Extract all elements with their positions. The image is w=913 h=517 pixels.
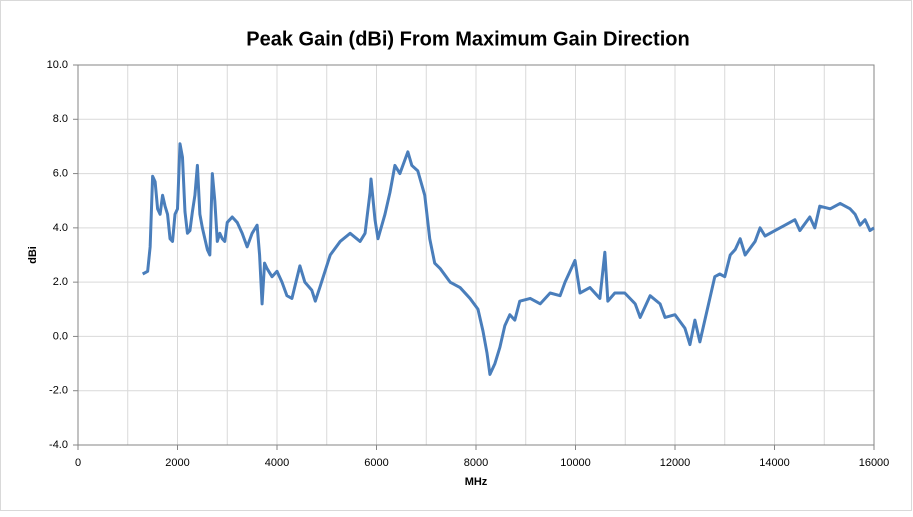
x-tick-label: 2000 [165, 457, 189, 469]
x-tick-label: 12000 [660, 457, 691, 469]
x-tick-label: 16000 [859, 457, 890, 469]
x-tick-label: 0 [75, 457, 81, 469]
data-line [141, 142, 875, 376]
x-axis-title: MHz [465, 476, 488, 488]
y-tick-label: 8.0 [53, 113, 68, 125]
x-tick-label: 8000 [464, 457, 488, 469]
y-tick-label: 2.0 [53, 276, 68, 288]
y-tick-label: -4.0 [49, 439, 68, 451]
y-axis-title: dBi [27, 246, 39, 264]
x-tick-label: 10000 [560, 457, 591, 469]
chart-title: Peak Gain (dBi) From Maximum Gain Direct… [246, 28, 689, 50]
plot-border [77, 64, 875, 446]
y-tick-label: 4.0 [53, 222, 68, 234]
y-tick-label: 10.0 [47, 59, 68, 71]
x-tick-label: 4000 [265, 457, 289, 469]
x-tick-label: 6000 [364, 457, 388, 469]
y-tick-label: 6.0 [53, 167, 68, 179]
y-tick-label: -2.0 [49, 385, 68, 397]
x-tick-label: 14000 [759, 457, 790, 469]
y-tick-label: 0.0 [53, 330, 68, 342]
